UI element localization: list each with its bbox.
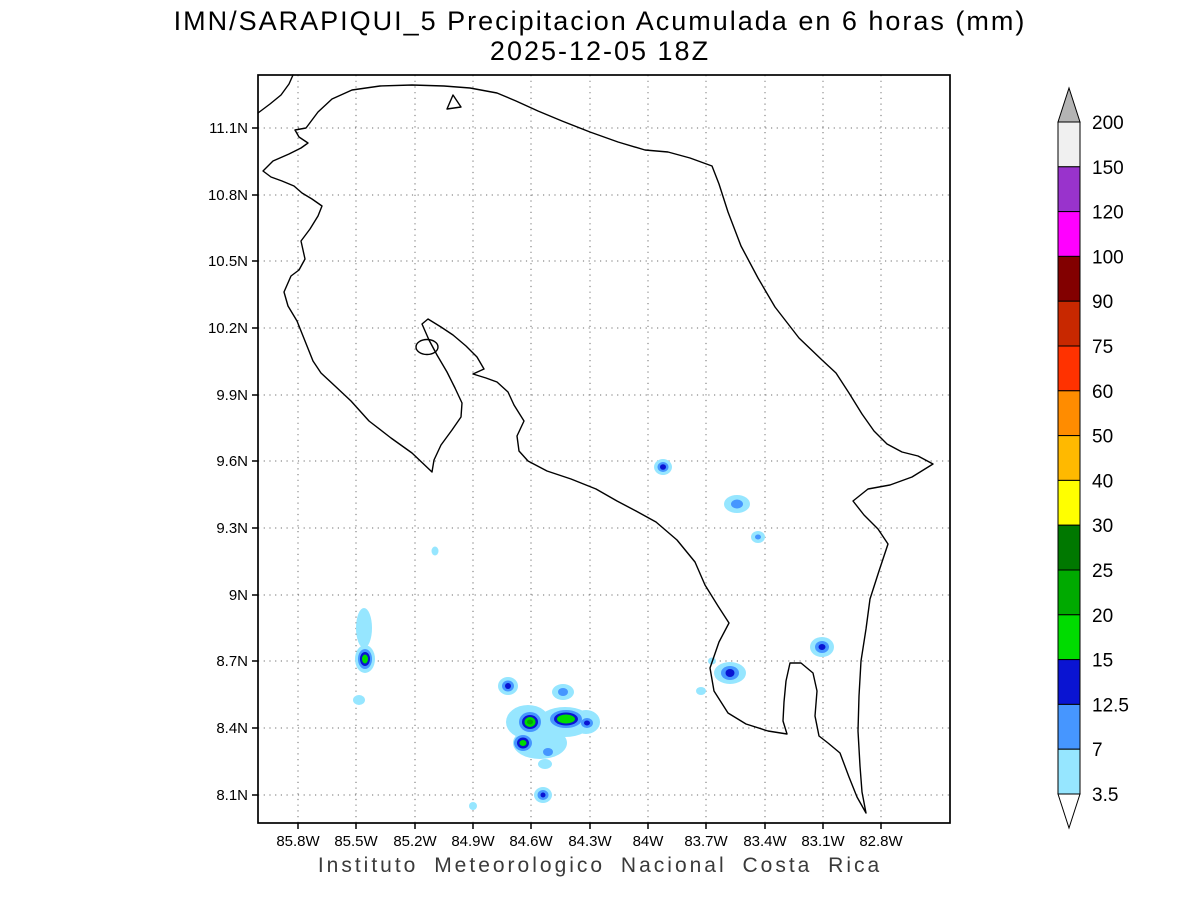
precip-cell-contour bbox=[540, 792, 546, 798]
x-tick-label: 85.5W bbox=[334, 833, 378, 850]
y-tick-label: 11.1N bbox=[209, 120, 248, 137]
precip-cell-contour bbox=[557, 714, 575, 724]
chart-title-line1: IMN/SARAPIQUI_5 Precipitacion Acumulada … bbox=[173, 6, 1027, 36]
precip-cell-contour bbox=[755, 534, 761, 540]
precip-cell-contour bbox=[505, 683, 511, 689]
y-tick-label: 9.6N bbox=[216, 453, 248, 470]
x-tick-label: 84.3W bbox=[568, 833, 612, 850]
colorbar-under-arrow bbox=[1057, 793, 1081, 830]
colorbar-layer: 200 150 120 100 90 75 60 50 40 30 25 20 15 12.5 7 3.5 bbox=[1057, 86, 1129, 830]
precip-cell-contour bbox=[527, 719, 533, 725]
y-tick-label: 10.2N bbox=[208, 320, 248, 337]
axes-layer: 85.8W 85.5W 85.2W 84.9W 84.6W 84.3W 84W 83.7W 83… bbox=[208, 74, 951, 850]
colorbar-segment bbox=[1057, 524, 1081, 571]
grid-layer bbox=[258, 75, 950, 823]
precipitation-layer bbox=[353, 459, 834, 810]
precip-cell-contour bbox=[660, 464, 666, 470]
y-tick-label: 10.5N bbox=[208, 253, 248, 270]
precip-cell-contour bbox=[696, 687, 706, 695]
precip-cell-contour bbox=[513, 727, 567, 759]
precip-cell-contour bbox=[356, 608, 372, 648]
colorbar-label: 50 bbox=[1092, 427, 1113, 448]
colorbar-segment bbox=[1057, 479, 1081, 526]
coastline-layer bbox=[257, 74, 934, 814]
precip-cell-contour bbox=[519, 740, 527, 746]
precip-cell-contour bbox=[469, 802, 477, 810]
colorbar-label: 30 bbox=[1092, 516, 1113, 537]
x-tick-label: 85.2W bbox=[393, 833, 437, 850]
colorbar-label: 12.5 bbox=[1092, 695, 1129, 716]
colorbar-segment bbox=[1057, 121, 1081, 168]
precip-cell-contour bbox=[731, 499, 743, 509]
colorbar-label: 20 bbox=[1092, 606, 1113, 627]
x-tick-label: 84W bbox=[633, 833, 665, 850]
y-tick-label: 9.3N bbox=[216, 520, 248, 537]
colorbar-over-arrow bbox=[1057, 86, 1081, 123]
colorbar-segment bbox=[1057, 703, 1081, 750]
colorbar-label: 75 bbox=[1092, 337, 1113, 358]
x-tick-label: 85.8W bbox=[276, 833, 320, 850]
footer-credit: Instituto Meteorologico Nacional Costa R… bbox=[317, 854, 883, 877]
x-tick-label: 84.6W bbox=[509, 833, 553, 850]
x-tick-label: 83.1W bbox=[801, 833, 845, 850]
x-tick-label: 83.7W bbox=[684, 833, 728, 850]
colorbar-segment bbox=[1057, 390, 1081, 437]
y-tick-label: 8.7N bbox=[216, 653, 248, 670]
precip-cell-contour bbox=[584, 720, 590, 726]
colorbar-label: 150 bbox=[1092, 158, 1124, 179]
colorbar-label: 60 bbox=[1092, 382, 1113, 403]
y-tick-label: 8.1N bbox=[216, 787, 248, 804]
colorbar-segment bbox=[1057, 569, 1081, 616]
colorbar-label: 40 bbox=[1092, 471, 1113, 492]
colorbar-segment bbox=[1057, 659, 1081, 705]
chira-island-outline bbox=[415, 338, 439, 356]
colorbar-label: 120 bbox=[1092, 203, 1124, 224]
colorbar-segment bbox=[1057, 166, 1081, 213]
precip-cell-contour bbox=[538, 759, 552, 769]
precip-cell-contour bbox=[431, 546, 439, 556]
y-tick-label: 9.9N bbox=[216, 387, 248, 404]
chart-title-line2: 2025-12-05 18Z bbox=[489, 36, 711, 66]
x-tick-label: 82.8W bbox=[859, 833, 903, 850]
colorbar-segment bbox=[1057, 435, 1081, 481]
colorbar-segment bbox=[1057, 211, 1081, 257]
colorbar-segment bbox=[1057, 614, 1081, 661]
y-tick-label: 10.8N bbox=[208, 187, 248, 204]
precip-cell-contour bbox=[558, 688, 568, 696]
colorbar-label: 200 bbox=[1092, 113, 1124, 134]
precip-cell-contour bbox=[543, 748, 553, 756]
colorbar-label: 7 bbox=[1092, 740, 1103, 761]
precip-cell-contour bbox=[353, 695, 365, 705]
lake-island-outline bbox=[446, 94, 462, 110]
colorbar-label: 90 bbox=[1092, 292, 1113, 313]
y-tick-label: 8.4N bbox=[216, 720, 248, 737]
y-tick-label: 9N bbox=[229, 587, 248, 604]
nicaragua-coast-stub bbox=[257, 74, 294, 114]
plot-border bbox=[257, 74, 951, 824]
colorbar-label: 100 bbox=[1092, 247, 1124, 268]
colorbar-label: 3.5 bbox=[1092, 785, 1118, 806]
colorbar-label: 15 bbox=[1092, 651, 1113, 672]
colorbar-segment bbox=[1057, 300, 1081, 347]
costa-rica-coastline bbox=[262, 84, 934, 814]
x-tick-label: 83.4W bbox=[743, 833, 787, 850]
colorbar-segment bbox=[1057, 748, 1081, 795]
colorbar-segment bbox=[1057, 255, 1081, 302]
colorbar-label: 25 bbox=[1092, 561, 1113, 582]
precip-cell-contour bbox=[725, 669, 735, 677]
colorbar-segment bbox=[1057, 345, 1081, 392]
precip-cell-contour bbox=[818, 644, 826, 650]
precip-cell-contour bbox=[362, 654, 368, 664]
x-tick-label: 84.9W bbox=[451, 833, 495, 850]
